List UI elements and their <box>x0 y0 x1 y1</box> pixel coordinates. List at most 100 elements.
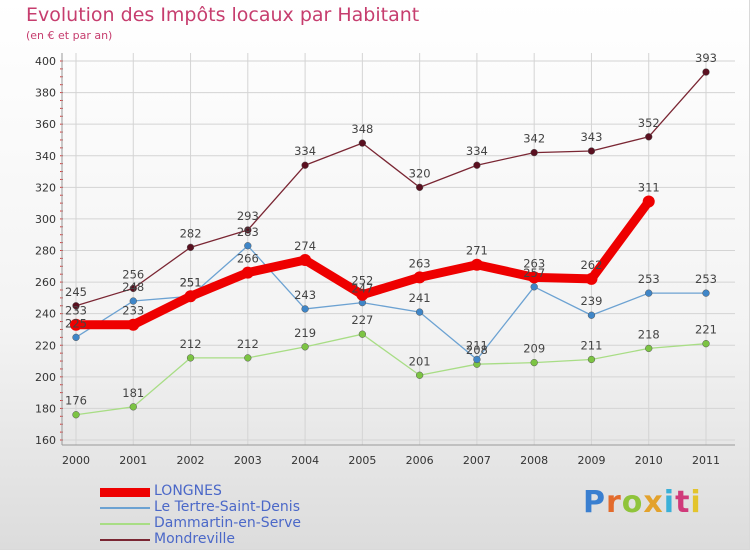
data-point-le-tertre-saint-denis <box>530 283 538 291</box>
y-tick-label: 200 <box>35 371 56 384</box>
chart-title: Evolution des Impôts locaux par Habitant <box>26 4 420 26</box>
data-point-longnes <box>356 288 369 301</box>
data-point-longnes <box>642 195 655 208</box>
chart-subtitle: (en € et par an) <box>26 29 113 42</box>
data-label-longnes: 262 <box>580 258 602 272</box>
x-tick-label: 2009 <box>577 454 605 467</box>
legend-label-le-tertre-saint-denis: Le Tertre-Saint-Denis <box>154 499 300 515</box>
data-label-mondreville: 320 <box>409 166 431 180</box>
data-label-dammartin-en-serve: 211 <box>580 338 602 352</box>
legend-swatch-longnes <box>100 487 150 497</box>
data-point-dammartin-en-serve <box>530 358 538 367</box>
data-label-longnes: 233 <box>65 304 87 318</box>
data-point-le-tertre-saint-denis <box>473 355 481 364</box>
data-label-longnes: 274 <box>294 239 316 253</box>
y-tick-label: 280 <box>35 245 56 258</box>
data-point-dammartin-en-serve <box>186 354 195 362</box>
logo-letter: P <box>583 485 606 520</box>
axis-layer: 160 180 200 220 240 260 280 300 320 340 360 380 400 2… <box>35 53 735 467</box>
x-tick-label: 2002 <box>177 454 205 467</box>
data-label-mondreville: 348 <box>351 122 373 136</box>
data-point-mondreville <box>129 284 137 293</box>
x-tick-label: 2000 <box>62 454 90 467</box>
legend-label-mondreville: Mondreville <box>154 531 236 547</box>
x-tick-label: 2008 <box>520 454 548 467</box>
y-tick-label: 380 <box>35 87 56 100</box>
logo-letter: o <box>621 485 644 520</box>
data-label-le-tertre-saint-denis: 253 <box>695 272 717 286</box>
plot-area: 160 180 200 220 240 260 280 300 320 340 360 380 400 2… <box>35 51 735 467</box>
data-label-longnes: 263 <box>409 256 431 270</box>
data-point-le-tertre-saint-denis <box>301 305 309 313</box>
data-label-le-tertre-saint-denis: 211 <box>466 338 488 352</box>
data-label-le-tertre-saint-denis: 243 <box>294 288 316 302</box>
data-point-mondreville <box>358 139 367 147</box>
data-label-le-tertre-saint-denis: 247 <box>351 282 373 296</box>
data-label-mondreville: 393 <box>695 51 717 65</box>
data-label-mondreville: 293 <box>237 209 259 223</box>
series-line-dammartin-en-serve <box>75 333 707 416</box>
data-label-longnes: 266 <box>237 252 259 266</box>
data-label-longnes: 311 <box>638 181 660 195</box>
data-label-mondreville: 282 <box>180 226 202 240</box>
x-tick-label: 2011 <box>692 454 720 467</box>
data-label-longnes: 263 <box>523 256 545 270</box>
data-point-dammartin-en-serve <box>358 330 367 338</box>
data-label-longnes: 271 <box>466 244 488 258</box>
x-tick-label: 2001 <box>119 454 147 467</box>
y-tick-label: 180 <box>35 402 56 415</box>
logo-letter: x <box>643 485 664 520</box>
y-tick-label: 340 <box>35 150 56 163</box>
series-longnes <box>70 195 655 331</box>
data-label-mondreville: 245 <box>65 285 87 299</box>
data-label-mondreville: 342 <box>523 132 545 146</box>
series-layer <box>70 68 710 419</box>
logo-letter: r <box>606 485 622 520</box>
data-label-dammartin-en-serve: 227 <box>351 313 373 327</box>
x-tick-label: 2003 <box>234 454 262 467</box>
data-point-longnes <box>585 272 598 285</box>
y-tick-label: 240 <box>35 308 56 321</box>
series-dammartin-en-serve <box>72 330 710 419</box>
data-point-longnes <box>184 290 197 303</box>
data-label-longnes: 251 <box>180 275 202 289</box>
data-point-longnes <box>470 258 483 271</box>
data-label-le-tertre-saint-denis: 253 <box>638 272 660 286</box>
data-point-le-tertre-saint-denis <box>244 242 252 250</box>
legend-label-longnes: LONGNES <box>154 483 222 499</box>
series-mondreville <box>72 68 710 310</box>
label-layer: 245 256 282 293 334 348 320 334 342 343 352 393 176 1… <box>65 51 717 408</box>
y-tick-label: 160 <box>35 434 56 447</box>
data-label-longnes: 233 <box>122 304 144 318</box>
data-point-mondreville <box>587 147 596 155</box>
data-point-le-tertre-saint-denis <box>129 297 137 305</box>
legend-swatch-dammartin-en-serve <box>100 523 150 525</box>
data-point-longnes <box>127 318 140 331</box>
data-label-dammartin-en-serve: 212 <box>237 337 259 351</box>
data-point-mondreville <box>530 148 538 157</box>
data-label-dammartin-en-serve: 176 <box>65 394 87 408</box>
y-tick-label: 320 <box>35 181 56 194</box>
data-label-le-tertre-saint-denis: 239 <box>580 294 602 308</box>
data-point-longnes <box>70 318 82 331</box>
data-point-mondreville <box>186 243 195 251</box>
data-label-dammartin-en-serve: 212 <box>180 337 202 351</box>
data-point-le-tertre-saint-denis <box>415 308 424 316</box>
data-point-le-tertre-saint-denis <box>587 311 596 319</box>
data-label-dammartin-en-serve: 219 <box>294 326 316 340</box>
y-tick-label: 300 <box>35 213 56 226</box>
data-point-dammartin-en-serve <box>415 371 424 379</box>
logo-letter: i <box>690 485 702 520</box>
data-label-dammartin-en-serve: 221 <box>695 323 717 337</box>
y-tick-label: 360 <box>35 118 56 131</box>
data-point-dammartin-en-serve <box>301 343 309 351</box>
data-point-dammartin-en-serve <box>72 411 80 419</box>
x-tick-label: 2005 <box>348 454 376 467</box>
data-point-longnes <box>241 266 254 279</box>
data-point-dammartin-en-serve <box>702 340 710 348</box>
data-point-dammartin-en-serve <box>645 344 653 353</box>
data-point-mondreville <box>72 302 80 310</box>
data-label-dammartin-en-serve: 208 <box>466 343 488 357</box>
y-tick-label: 260 <box>35 276 56 289</box>
